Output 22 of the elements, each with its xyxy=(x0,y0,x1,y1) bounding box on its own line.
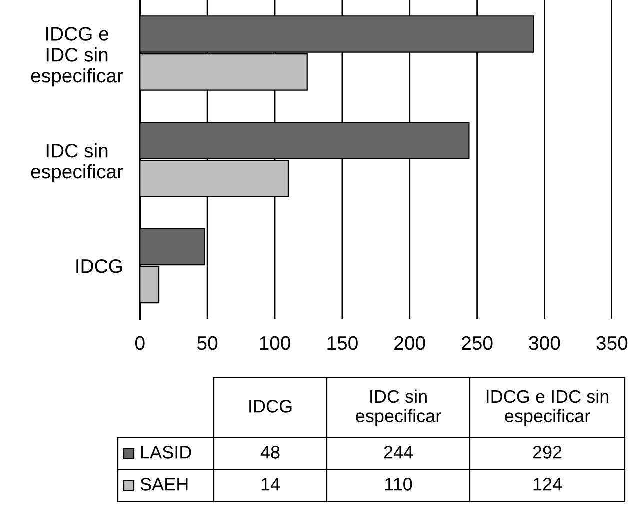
data-label: 110 xyxy=(385,478,412,491)
data-label: 48 xyxy=(260,446,280,459)
data-label: 292 xyxy=(533,446,562,459)
y-tick-label: IDCG xyxy=(76,259,122,274)
legend-label: SAEH xyxy=(140,478,188,491)
x-tick-label: 0 xyxy=(135,336,145,350)
x-tick-label: 250 xyxy=(462,336,493,350)
data-label: 244 xyxy=(384,446,414,459)
x-tick-label: 200 xyxy=(394,336,426,350)
x-tick-label: 350 xyxy=(596,336,628,350)
x-tick-label: 100 xyxy=(260,336,290,350)
y-tick-label: IDC sin especificar xyxy=(31,143,124,183)
y-tick-label: IDCG e IDC sin especificar xyxy=(31,27,124,87)
x-tick-label: 300 xyxy=(529,336,560,350)
data-label: 14 xyxy=(262,478,280,491)
legend-label: LASID xyxy=(141,446,192,459)
category-label: IDCG xyxy=(250,400,292,413)
data-label: 124 xyxy=(534,478,562,491)
category-label: IDCG e IDC sin especificar xyxy=(486,390,609,426)
category-label: IDC sin especificar xyxy=(356,390,442,426)
x-tick-label: 50 xyxy=(198,336,218,350)
x-tick-label: 150 xyxy=(328,336,358,350)
